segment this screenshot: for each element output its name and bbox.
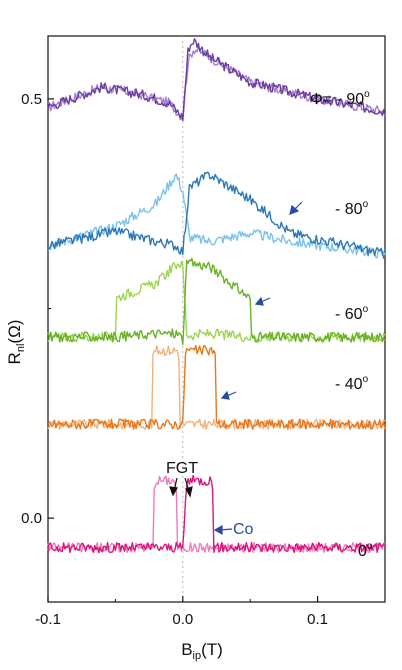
series-label-80-degree: o [363,199,369,210]
series-label-80-text: - 80 [335,201,363,218]
annotation-fgt: FGT [166,460,198,477]
plot-frame [47,35,386,603]
fgt-arrows [169,477,193,498]
series-label-0-text: 0 [358,543,367,560]
y-axis-ticks: 0.0 0.5 [21,91,54,527]
x-axis-title-sub: ip [193,650,202,662]
series-label-80: - 80o [335,199,369,218]
series-1-sweep-up-line [47,171,386,259]
switch-arrows [220,201,303,400]
series-4-sweep-up-line [47,474,386,554]
series-label-60-text: - 60 [335,306,363,323]
co-arrowhead-icon [213,524,223,536]
series-label-40-text: - 40 [335,376,363,393]
series-labels: Φ= - 90o - 80o - 60o - 40o 0o [310,89,373,560]
series-label-60: - 60o [335,304,369,323]
x-tick-label: -0.1 [35,611,61,628]
series-2-sweep-up-line [47,257,386,346]
series-3-sweep-up-line [47,344,386,430]
co-arrow [213,524,233,536]
y-tick-label: 0.0 [21,510,42,527]
y-axis-title-main: R [5,352,24,364]
y-axis-title-unit: (Ω) [5,320,24,344]
series-label-40: - 40o [335,374,369,393]
y-axis-title: Rnl(Ω) [5,320,27,365]
series-0-sweep-up-line [47,38,386,121]
series-layer [47,38,386,554]
series-label-0-degree: o [367,541,373,552]
series-3 [47,344,386,430]
x-tick-label: 0.0 [172,611,193,628]
series-label-phi-90-text: Φ= - 90 [310,91,364,108]
annotation-co: Co [233,521,254,538]
x-axis-title: Bip(T) [181,640,223,662]
series-label-40-degree: o [363,374,369,385]
y-tick-label: 0.5 [21,91,42,108]
arrow-60-head-icon [254,296,264,306]
series-1 [47,171,386,259]
series-1-sweep-down-line [47,173,386,259]
y-axis-title-sub: nl [15,344,27,353]
x-axis-ticks: -0.1 0.0 0.1 [35,596,386,628]
x-tick-label: 0.1 [307,611,328,628]
series-2 [47,257,386,346]
series-4-sweep-down-line [47,475,386,554]
fgt-arrowhead-right-icon [185,486,193,498]
annotations: FGT Co [166,201,303,538]
series-label-0: 0o [358,541,373,560]
arrow-40-head-icon [220,390,230,400]
x-axis-title-main: B [181,640,192,659]
series-4 [47,474,386,554]
series-label-phi-90: Φ= - 90o [310,89,370,108]
series-label-60-degree: o [363,304,369,315]
x-axis-title-unit: (T) [201,640,223,659]
series-label-phi-90-degree: o [364,89,370,100]
fgt-arrowhead-left-icon [169,486,178,497]
arrow-80-head-icon [289,204,300,215]
series-0 [47,38,386,122]
series-0-sweep-down-line [47,45,386,122]
